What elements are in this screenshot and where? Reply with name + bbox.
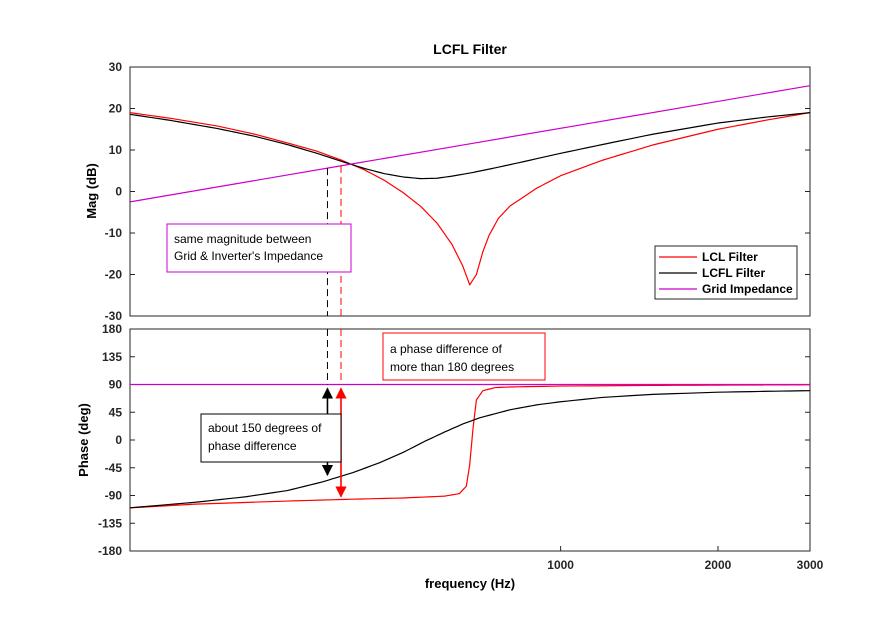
x-tick-label: 1000	[547, 558, 574, 572]
legend-label-lcfl: LCFL Filter	[702, 266, 765, 280]
phase-ytick-label: 0	[115, 433, 122, 447]
magnitude-series-line-0	[130, 112, 810, 286]
phase-ytick-label: -135	[98, 516, 122, 530]
magnitude-ytick-label: 30	[109, 60, 123, 74]
magnitude-plot: 30 20 10 0 -10 -20 -30 Mag (dB) same magnitude…	[84, 60, 811, 323]
magnitude-annotation-line-2: Grid & Inverter's Impedance	[174, 249, 323, 263]
phase-y-label: Phase (deg)	[76, 403, 91, 477]
phase-annotation-black: about 150 degrees of phase difference	[200, 413, 342, 463]
phase-annotation-red-line-1: a phase difference of	[390, 342, 503, 356]
phase-annotation-red: a phase difference of more than 180 degr…	[382, 332, 546, 381]
magnitude-series	[130, 85, 810, 286]
phase-y-ticks: 180 135 90 45 0 -45 -90 -135 -180	[98, 322, 810, 558]
x-axis-label: frequency (Hz)	[425, 576, 515, 591]
phase-annotation-red-box	[382, 332, 546, 381]
legend-label-grid: Grid Impedance	[702, 282, 793, 296]
x-tick-label: 2000	[705, 558, 732, 572]
phase-series-line-1	[130, 390, 810, 509]
phase-annotation-black-line-1: about 150 degrees of	[208, 421, 322, 435]
phase-series	[130, 383, 810, 509]
legend-label-lcl: LCL Filter	[702, 250, 758, 264]
phase-annotation-black-line-2: phase difference	[208, 439, 297, 453]
phase-ytick-label: -90	[105, 489, 123, 503]
chart-title: LCFL Filter	[433, 41, 507, 57]
phase-ytick-label: 180	[102, 322, 122, 336]
phase-plot: 180 135 90 45 0 -45 -90 -135 -180 1000 2000 3000 P…	[76, 322, 824, 591]
phase-ytick-label: -45	[105, 461, 123, 475]
magnitude-annotation: same magnitude between Grid & Inverter's…	[166, 223, 352, 273]
magnitude-ytick-label: -30	[105, 309, 123, 323]
legend: LCL Filter LCFL Filter Grid Impedance	[654, 245, 798, 300]
phase-ytick-label: -180	[98, 544, 122, 558]
magnitude-ytick-label: -20	[105, 268, 123, 282]
phase-x-ticks: 1000 2000 3000	[547, 546, 824, 572]
magnitude-ytick-label: 0	[115, 185, 122, 199]
magnitude-markers	[326, 165, 342, 316]
magnitude-series-line-2	[130, 85, 810, 203]
magnitude-ytick-label: -10	[105, 226, 123, 240]
magnitude-ytick-label: 20	[109, 102, 123, 116]
magnitude-y-ticks: 30 20 10 0 -10 -20 -30	[105, 60, 810, 323]
x-tick-label: 3000	[797, 558, 824, 572]
phase-ytick-label: 135	[102, 350, 122, 364]
magnitude-ytick-label: 10	[109, 143, 123, 157]
magnitude-y-label: Mag (dB)	[84, 163, 99, 219]
phase-annotation-red-line-2: more than 180 degrees	[390, 360, 514, 374]
magnitude-annotation-box	[166, 223, 352, 273]
phase-ytick-label: 45	[109, 405, 123, 419]
phase-ytick-label: 90	[109, 378, 123, 392]
phase-series-line-0	[130, 384, 810, 509]
phase-annotation-black-box	[200, 413, 342, 463]
magnitude-series-line-1	[130, 112, 810, 180]
magnitude-annotation-line-1: same magnitude between	[174, 232, 311, 246]
